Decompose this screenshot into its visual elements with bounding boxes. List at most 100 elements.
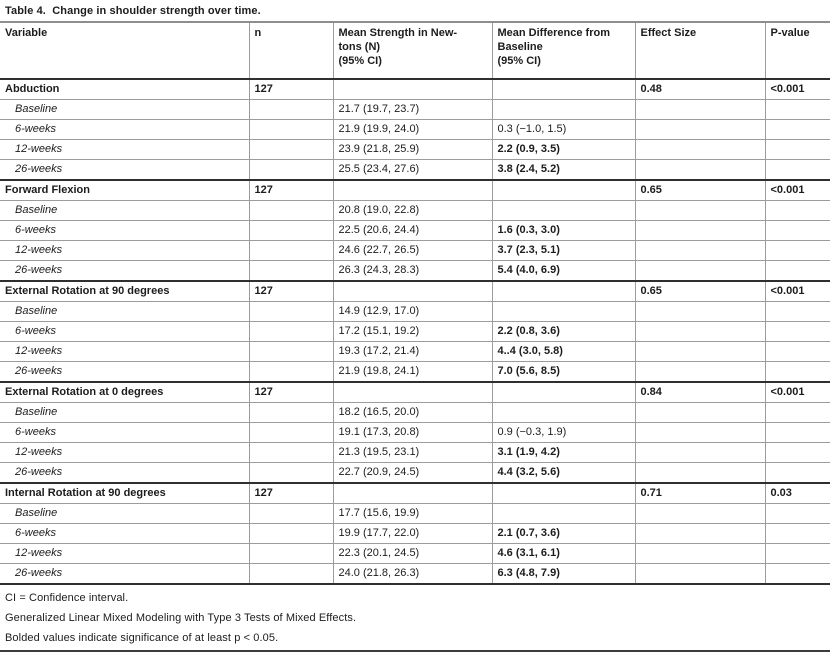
mean-difference-value: 3.1 (1.9, 4.2) (491, 442, 635, 463)
timepoint-row: 6-weeks 17.2 (15.1, 19.2) 2.2 (0.8, 3.6) (0, 321, 830, 342)
n-value: 127 (248, 280, 333, 302)
mean-difference-value: 4.4 (3.2, 5.6) (491, 462, 635, 483)
p-value: <0.001 (764, 381, 830, 403)
effect-size-value (634, 119, 765, 140)
n-value (248, 563, 333, 585)
mean-difference-value (491, 200, 635, 221)
p-value (764, 240, 830, 261)
section-name: External Rotation at 90 degrees (0, 280, 249, 302)
n-value (248, 523, 333, 544)
mean-difference-value: 0.9 (−0.3, 1.9) (491, 422, 635, 443)
timepoint-label: 26-weeks (0, 159, 249, 180)
n-value (248, 119, 333, 140)
p-value (764, 321, 830, 342)
mean-strength-value (332, 78, 492, 100)
timepoint-row: Baseline 20.8 (19.0, 22.8) (0, 200, 830, 221)
timepoint-row: Baseline 17.7 (15.6, 19.9) (0, 503, 830, 524)
n-value (248, 321, 333, 342)
timepoint-label: 12-weeks (0, 543, 249, 564)
mean-strength-value: 24.6 (22.7, 26.5) (332, 240, 492, 261)
timepoint-row: 26-weeks 22.7 (20.9, 24.5) 4.4 (3.2, 5.6) (0, 462, 830, 483)
p-value (764, 159, 830, 180)
n-value (248, 402, 333, 423)
effect-size-value (634, 301, 765, 322)
timepoint-row: Baseline 21.7 (19.7, 23.7) (0, 99, 830, 120)
timepoint-label: 6-weeks (0, 523, 249, 544)
effect-size-value (634, 341, 765, 362)
timepoint-label: 12-weeks (0, 341, 249, 362)
n-value: 127 (248, 179, 333, 201)
timepoint-label: 26-weeks (0, 563, 249, 585)
timepoint-row: 12-weeks 23.9 (21.8, 25.9) 2.2 (0.9, 3.5) (0, 139, 830, 160)
col-header-n: n (248, 21, 333, 79)
effect-size-value (634, 563, 765, 585)
mean-strength-value: 17.7 (15.6, 19.9) (332, 503, 492, 524)
p-value (764, 543, 830, 564)
section-header-row: External Rotation at 0 degrees 127 0.84 <0.… (0, 381, 830, 403)
n-value (248, 361, 333, 382)
n-value (248, 200, 333, 221)
timepoint-row: 26-weeks 24.0 (21.8, 26.3) 6.3 (4.8, 7.9) (0, 563, 830, 585)
mean-difference-value (491, 179, 635, 201)
mean-difference-value: 2.2 (0.8, 3.6) (491, 321, 635, 342)
mean-strength-value (332, 482, 492, 504)
timepoint-label: 12-weeks (0, 139, 249, 160)
mean-difference-value (491, 280, 635, 302)
timepoint-row: 12-weeks 24.6 (22.7, 26.5) 3.7 (2.3, 5.1) (0, 240, 830, 261)
p-value: <0.001 (764, 280, 830, 302)
mean-strength-value: 19.3 (17.2, 21.4) (332, 341, 492, 362)
mean-difference-value (491, 381, 635, 403)
effect-size-value (634, 260, 765, 281)
mean-strength-value: 26.3 (24.3, 28.3) (332, 260, 492, 281)
effect-size-value: 0.71 (634, 482, 765, 504)
timepoint-label: 12-weeks (0, 442, 249, 463)
n-value (248, 99, 333, 120)
shoulder-strength-table: Variable n Mean Strength in New- tons (N… (0, 21, 830, 585)
mean-strength-value: 19.9 (17.7, 22.0) (332, 523, 492, 544)
p-value (764, 402, 830, 423)
mean-strength-value: 21.3 (19.5, 23.1) (332, 442, 492, 463)
mean-strength-value: 14.9 (12.9, 17.0) (332, 301, 492, 322)
timepoint-label: Baseline (0, 402, 249, 423)
n-value (248, 240, 333, 261)
effect-size-value (634, 240, 765, 261)
timepoint-row: 12-weeks 21.3 (19.5, 23.1) 3.1 (1.9, 4.2) (0, 442, 830, 463)
mean-strength-value (332, 381, 492, 403)
mean-difference-value: 4.6 (3.1, 6.1) (491, 543, 635, 564)
p-value (764, 563, 830, 585)
p-value (764, 361, 830, 382)
timepoint-label: Baseline (0, 99, 249, 120)
section-name: External Rotation at 0 degrees (0, 381, 249, 403)
section-name: Internal Rotation at 90 degrees (0, 482, 249, 504)
effect-size-value (634, 159, 765, 180)
mean-strength-value: 23.9 (21.8, 25.9) (332, 139, 492, 160)
section-header-row: Forward Flexion 127 0.65 <0.001 (0, 179, 830, 201)
p-value (764, 341, 830, 362)
p-value (764, 462, 830, 483)
p-value (764, 422, 830, 443)
effect-size-value (634, 220, 765, 241)
p-value (764, 139, 830, 160)
n-value (248, 220, 333, 241)
mean-strength-value (332, 179, 492, 201)
timepoint-label: 12-weeks (0, 240, 249, 261)
n-value (248, 442, 333, 463)
section-name: Forward Flexion (0, 179, 249, 201)
p-value (764, 119, 830, 140)
mean-strength-value: 20.8 (19.0, 22.8) (332, 200, 492, 221)
effect-size-value (634, 321, 765, 342)
timepoint-row: 26-weeks 25.5 (23.4, 27.6) 3.8 (2.4, 5.2) (0, 159, 830, 180)
effect-size-value: 0.84 (634, 381, 765, 403)
mean-difference-value (491, 78, 635, 100)
mean-strength-value: 22.5 (20.6, 24.4) (332, 220, 492, 241)
timepoint-label: Baseline (0, 503, 249, 524)
p-value (764, 442, 830, 463)
footnote-bold-significance: Bolded values indicate significance of a… (5, 632, 279, 644)
mean-strength-value: 22.7 (20.9, 24.5) (332, 462, 492, 483)
n-value (248, 159, 333, 180)
mean-strength-value: 22.3 (20.1, 24.5) (332, 543, 492, 564)
mean-strength-value: 24.0 (21.8, 26.3) (332, 563, 492, 585)
table-footnotes: CI = Confidence interval. Generalized Li… (0, 585, 830, 647)
effect-size-value: 0.65 (634, 280, 765, 302)
